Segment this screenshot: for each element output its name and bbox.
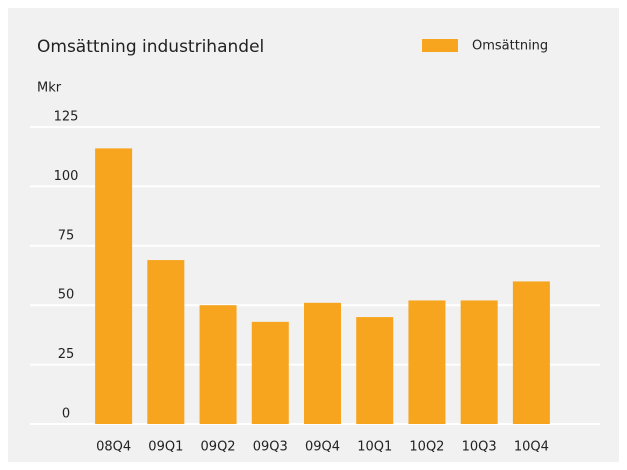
chart-title: Omsättning industrihandel: [37, 37, 264, 57]
x-tick-label: 10Q1: [357, 440, 392, 455]
x-tick-label: 10Q2: [409, 440, 444, 455]
y-tick-label: 125: [54, 110, 79, 125]
y-tick-label: 75: [58, 228, 75, 243]
bar: [304, 302, 341, 424]
y-tick-label: 50: [58, 288, 75, 303]
bar: [95, 148, 133, 424]
legend-label: Omsättning: [472, 39, 548, 54]
bar: [512, 281, 550, 424]
x-tick-label: 10Q3: [462, 440, 497, 455]
bar: [199, 305, 237, 424]
legend-swatch: [422, 39, 458, 52]
x-tick-label: 09Q2: [201, 440, 236, 455]
y-axis-label: Mkr: [37, 81, 62, 96]
y-tick-label: 25: [58, 347, 75, 362]
bar: [356, 317, 394, 424]
bar: [460, 300, 498, 424]
x-tick-label: 09Q3: [253, 440, 288, 455]
y-tick-label: 0: [62, 407, 70, 422]
x-tick-label: 09Q4: [305, 440, 340, 455]
bar: [251, 321, 289, 424]
bar: [408, 300, 446, 424]
bar: [147, 260, 185, 424]
x-tick-label: 09Q1: [148, 440, 183, 455]
x-tick-label: 08Q4: [96, 440, 131, 455]
y-tick-label: 100: [54, 169, 79, 184]
x-tick-label: 10Q4: [514, 440, 549, 455]
